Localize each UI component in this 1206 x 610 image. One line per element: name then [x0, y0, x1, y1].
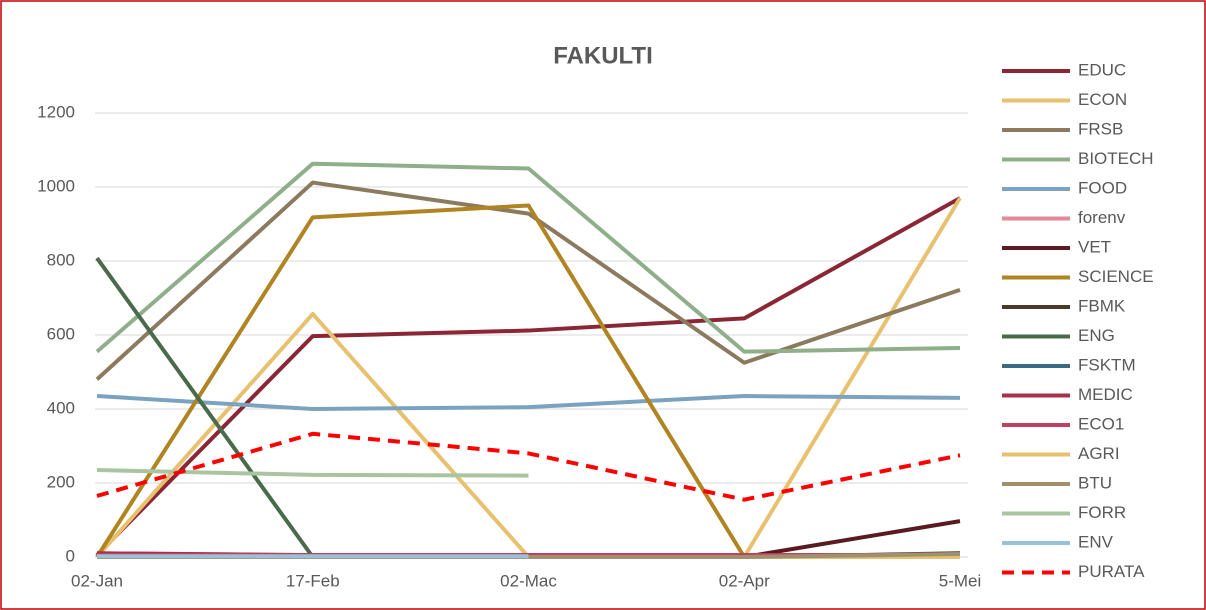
series-line: [96, 431, 961, 502]
legend-label: AGRI: [1078, 444, 1120, 463]
series-line: [96, 394, 961, 411]
legend-label: FBMK: [1078, 296, 1126, 315]
legend-label: VET: [1078, 237, 1111, 256]
x-tick-label: 02-Apr: [719, 571, 770, 590]
legend-label: FRSB: [1078, 119, 1123, 138]
x-tick-label: 02-Mac: [500, 571, 557, 590]
series-line: [95, 256, 315, 559]
legend-label: SCIENCE: [1078, 267, 1154, 286]
legend-label: ENG: [1078, 326, 1115, 345]
legend-label: MEDIC: [1078, 385, 1133, 404]
x-tick-label: 5-Mei: [939, 571, 982, 590]
x-tick-label: 17-Feb: [286, 571, 340, 590]
legend-label: BTU: [1078, 473, 1112, 492]
legend-label: ECO1: [1078, 414, 1124, 433]
y-tick-label: 400: [47, 398, 75, 417]
series-line: [95, 161, 961, 354]
legend-label: FORR: [1078, 503, 1126, 522]
y-tick-label: 1200: [37, 102, 75, 121]
series-line: [96, 468, 529, 478]
legend-label: PURATA: [1078, 562, 1145, 581]
y-tick-label: 200: [47, 472, 75, 491]
legend-label: ECON: [1078, 90, 1127, 109]
y-tick-label: 600: [47, 324, 75, 343]
series-line: [95, 196, 961, 557]
y-tick-label: 1000: [37, 176, 75, 195]
legend-label: EDUC: [1078, 60, 1126, 79]
y-tick-label: 0: [66, 546, 75, 565]
x-tick-label: 02-Jan: [71, 571, 123, 590]
legend-label: BIOTECH: [1078, 149, 1154, 168]
legend-label: ENV: [1078, 532, 1114, 551]
series-line: [95, 180, 961, 381]
y-tick-label: 800: [47, 250, 75, 269]
legend-label: forenv: [1078, 208, 1126, 227]
legend-label: FOOD: [1078, 178, 1127, 197]
chart-title: FAKULTI: [553, 42, 653, 69]
legend-label: FSKTM: [1078, 355, 1136, 374]
